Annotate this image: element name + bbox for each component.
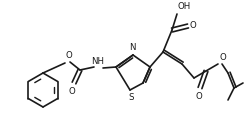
Text: OH: OH bbox=[178, 2, 191, 11]
Text: O: O bbox=[196, 92, 202, 101]
Text: O: O bbox=[66, 51, 73, 60]
Text: S: S bbox=[128, 93, 134, 102]
Text: O: O bbox=[190, 21, 197, 29]
Text: N: N bbox=[129, 43, 135, 52]
Text: O: O bbox=[219, 53, 226, 62]
Text: O: O bbox=[69, 87, 75, 96]
Text: NH: NH bbox=[92, 57, 104, 66]
